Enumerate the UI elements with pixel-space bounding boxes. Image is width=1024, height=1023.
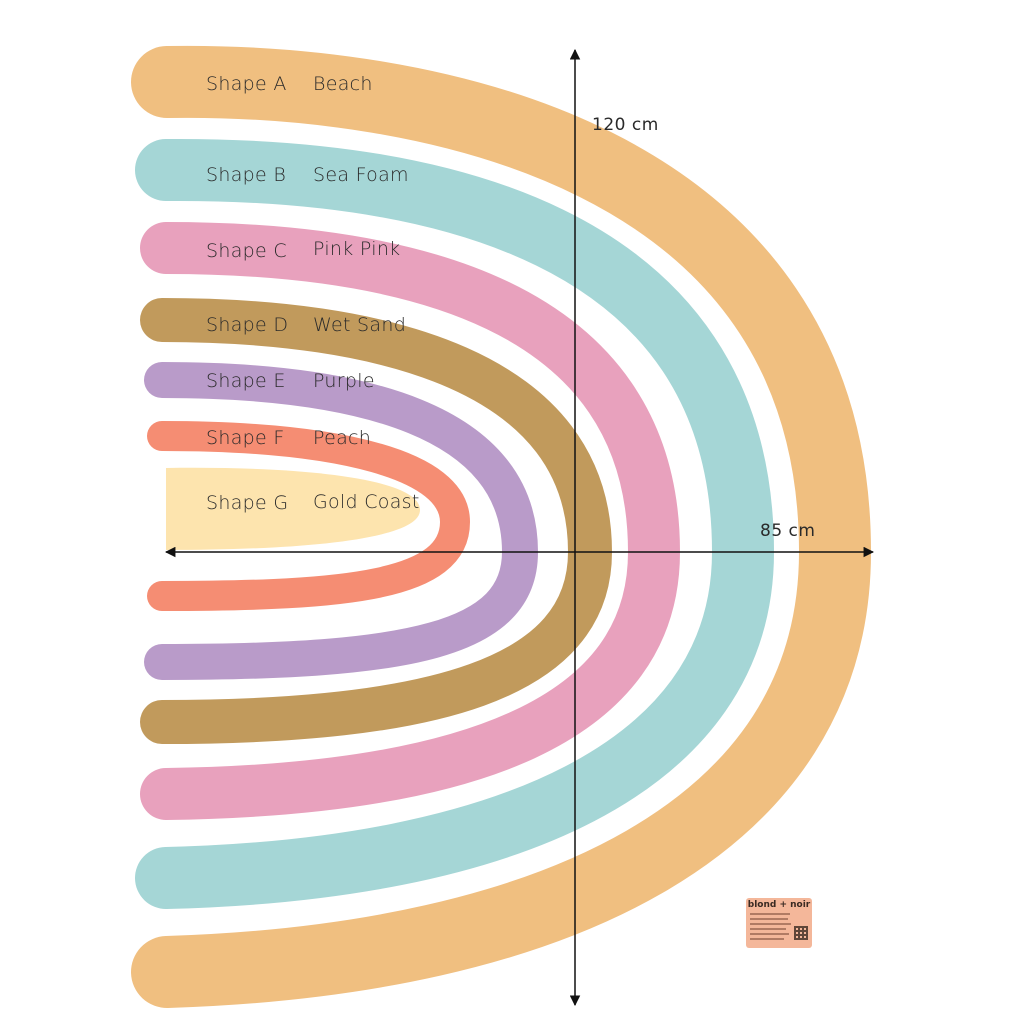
shape-c-id: Shape C [206, 240, 287, 262]
fine-print-line [750, 913, 790, 915]
shape-a-color-name: Beach [313, 73, 373, 95]
shape-e-color-name: Purple [313, 370, 375, 392]
shape-b-color-name: Sea Foam [313, 164, 409, 186]
shape-g-fill [166, 467, 420, 550]
shape-f-color-name: Peach [313, 427, 371, 449]
shape-g-id: Shape G [206, 492, 288, 514]
shape-g-color-name: Gold Coast [313, 491, 420, 513]
shape-f-id: Shape F [206, 427, 285, 449]
fine-print-line [750, 918, 788, 920]
width-dimension-label: 85 cm [760, 521, 815, 541]
brand-label: blond + noir [746, 898, 812, 948]
qr-code-icon [794, 926, 808, 940]
height-dimension-label: 120 cm [592, 115, 659, 135]
shape-d-color-name: Wet Sand [313, 314, 406, 336]
shape-d-id: Shape D [206, 314, 288, 336]
fine-print-line [750, 938, 784, 940]
shape-f-arc [147, 421, 471, 611]
fine-print-line [750, 933, 789, 935]
fine-print-line [750, 928, 786, 930]
shape-b-id: Shape B [206, 164, 286, 186]
shape-c-color-name: Pink Pink [313, 238, 400, 260]
fine-print-line [750, 923, 791, 925]
brand-name: blond + noir [747, 900, 811, 910]
shape-e-id: Shape E [206, 370, 286, 392]
shape-a-id: Shape A [206, 73, 287, 95]
